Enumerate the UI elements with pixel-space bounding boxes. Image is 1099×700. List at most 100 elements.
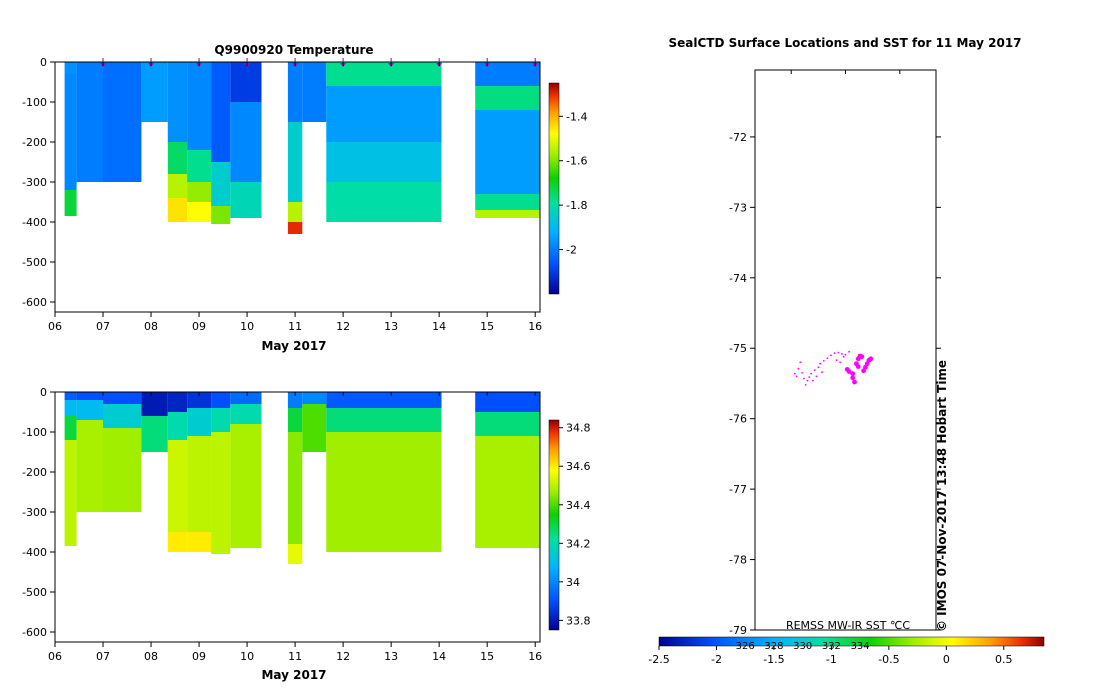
section-cell — [287, 544, 303, 564]
sst-colorbar-label: REMSS MW-IR SST ℃C — [786, 619, 910, 632]
track-point — [812, 379, 814, 382]
track-point — [806, 379, 809, 382]
y-tick-label: -500 — [22, 256, 47, 269]
section-cell — [211, 206, 231, 224]
section-cell — [302, 62, 327, 122]
section-cell — [475, 86, 540, 110]
y-tick-label: -76 — [729, 413, 747, 426]
sst-colorbar — [658, 636, 1045, 647]
section-cell — [187, 202, 212, 222]
colorbar-overlay-label: 326 — [736, 641, 755, 652]
track-point — [848, 350, 850, 353]
salinity-cells — [64, 392, 540, 564]
section-cell — [64, 190, 77, 216]
section-cell — [326, 408, 442, 432]
y-tick-label: -73 — [729, 201, 747, 214]
section-cell — [167, 392, 187, 412]
colorbar-tick-label: 0.5 — [995, 653, 1013, 666]
colorbar-tick-label: -2 — [711, 653, 722, 666]
colorbar-tick-label: 34.4 — [566, 499, 591, 512]
colorbar-tick-label: 0 — [943, 653, 950, 666]
track-point — [799, 361, 802, 364]
colorbar-tick-label: -2 — [566, 244, 577, 257]
section-cell — [475, 110, 540, 194]
map-frame — [754, 69, 937, 631]
section-cell — [302, 392, 327, 404]
track-point — [817, 366, 820, 369]
temperature-x-axis: 06 07 08 09 10 11 12 13 14 15 16 — [48, 62, 542, 333]
map-points — [793, 350, 874, 386]
section-cell — [64, 400, 77, 416]
section-cell — [76, 62, 103, 182]
section-cell — [230, 182, 262, 218]
temperature-title: Q9900920 Temperature — [214, 43, 373, 57]
section-cell — [326, 62, 442, 86]
salinity-y-axis: 0 -100 -200 -300 -400 -500 -600 — [22, 386, 55, 639]
section-cell — [475, 62, 540, 86]
colorbar-overlay-label: 328 — [764, 641, 783, 652]
surface-point — [859, 354, 865, 360]
surface-point — [852, 379, 857, 385]
track-point — [822, 360, 825, 362]
section-cell — [302, 404, 327, 452]
track-point — [839, 361, 841, 364]
section-cell — [64, 392, 77, 400]
section-cell — [211, 62, 231, 162]
map-y-axis: -72 -73 -74 -75 -76 -77 -78 -79 — [729, 131, 941, 637]
track-point — [837, 351, 840, 354]
colorbar-tick-label: -2.5 — [648, 653, 669, 666]
section-cell — [141, 416, 168, 452]
sst-colorbar-ticks: -2.5 -2 -1.5 -1 -0.5 0 0.5 — [648, 646, 1013, 666]
section-cell — [167, 174, 187, 198]
section-cell — [187, 150, 212, 182]
surface-point — [868, 356, 874, 362]
x-tick-label: 13 — [384, 320, 398, 333]
colorbar-tick-label: -1 — [826, 653, 837, 666]
x-tick-label: 14 — [432, 320, 446, 333]
section-cell — [287, 392, 303, 408]
track-point — [801, 372, 803, 374]
section-cell — [167, 62, 187, 142]
x-tick-label: 11 — [288, 320, 302, 333]
y-tick-label: -75 — [729, 342, 747, 355]
section-cell — [475, 194, 540, 210]
track-point — [808, 376, 811, 378]
section-cell — [167, 198, 187, 222]
section-cell — [326, 142, 442, 182]
x-tick-label: 12 — [336, 650, 350, 663]
x-tick-label: 09 — [192, 320, 206, 333]
track-point — [819, 362, 822, 365]
colorbar-tick-label: -0.5 — [878, 653, 899, 666]
x-tick-label: 07 — [96, 320, 110, 333]
section-cell — [141, 62, 168, 122]
surface-point — [846, 369, 852, 374]
map-top-ticks — [790, 70, 901, 74]
track-point — [795, 375, 798, 378]
section-cell — [287, 202, 303, 222]
section-cell — [211, 432, 231, 554]
section-cell — [230, 404, 262, 424]
section-cell — [167, 142, 187, 174]
colorbar-tick-label: -1.4 — [566, 110, 587, 123]
section-cell — [103, 404, 142, 428]
track-point — [804, 384, 807, 386]
section-cell — [326, 182, 442, 222]
section-cell — [475, 392, 540, 412]
track-point — [826, 357, 829, 359]
x-tick-label: 10 — [240, 320, 254, 333]
salinity-colorbar — [548, 419, 560, 631]
colorbar-tick-label: 34 — [566, 576, 580, 589]
y-tick-label: -400 — [22, 216, 47, 229]
colorbar-tick-label: -1.8 — [566, 199, 587, 212]
section-cell — [187, 408, 212, 436]
temperature-colorbar-ticks: -1.4 -1.6 -1.8 -2 — [559, 110, 587, 257]
track-point — [810, 372, 812, 375]
y-tick-label: -300 — [22, 506, 47, 519]
y-tick-label: -200 — [22, 466, 47, 479]
section-cell — [187, 436, 212, 532]
x-tick-label: 08 — [144, 320, 158, 333]
section-cell — [64, 416, 77, 440]
colorbar-overlay-label: 332 — [822, 641, 841, 652]
salinity-x-axis: 06 07 08 09 10 11 12 13 14 15 16 — [48, 392, 542, 663]
track-point — [793, 372, 796, 375]
